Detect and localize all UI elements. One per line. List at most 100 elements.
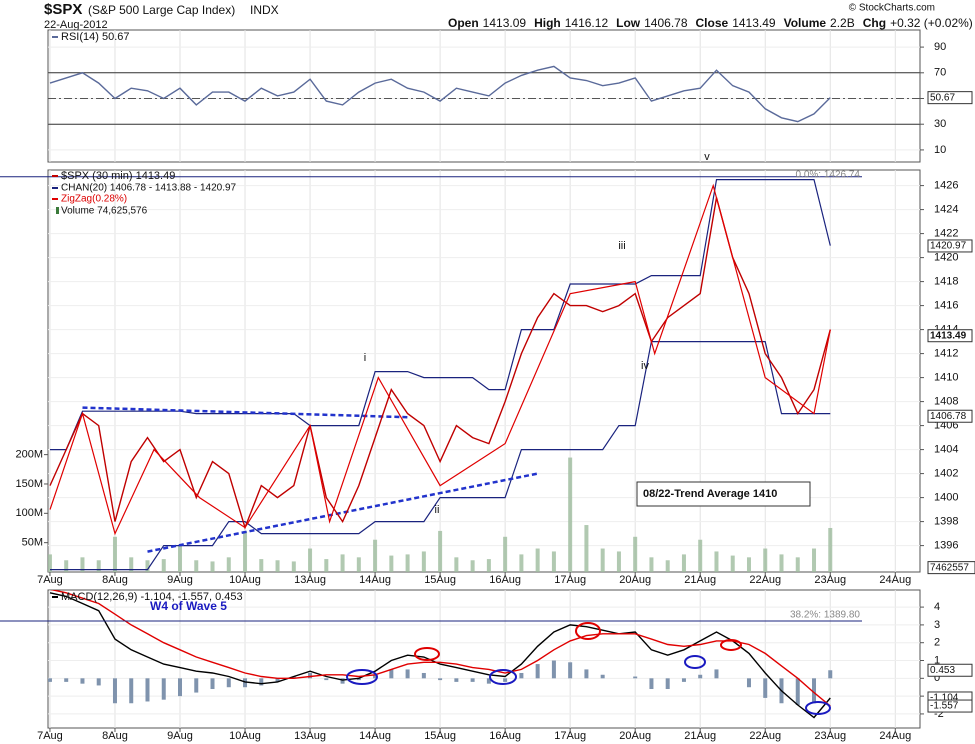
plot-area: 1030507090RSI(14) 50.6750.677Aug8Aug9Aug… bbox=[0, 29, 975, 742]
volume-bar bbox=[373, 539, 378, 572]
x-tick-label: 10Aug bbox=[229, 574, 261, 586]
quote-label: Close bbox=[696, 16, 729, 30]
volume-bar bbox=[519, 554, 524, 572]
circle bbox=[684, 655, 706, 669]
volume-bar bbox=[145, 560, 150, 572]
panel bbox=[47, 169, 921, 573]
y-tick-label: 1396 bbox=[934, 540, 958, 552]
quote-value: 1413.49 bbox=[732, 16, 776, 30]
histogram-bar bbox=[649, 678, 654, 690]
circle bbox=[805, 701, 831, 715]
histogram-bar bbox=[519, 672, 524, 679]
circle bbox=[720, 639, 742, 651]
last-value-label: 50.67 bbox=[930, 92, 955, 103]
credit: © StockCharts.com bbox=[849, 3, 935, 14]
legend-swatch bbox=[56, 207, 59, 214]
x-tick-label: 20Aug bbox=[619, 730, 651, 742]
x-tick-label: 14Aug bbox=[359, 574, 391, 586]
histogram-bar bbox=[80, 678, 85, 684]
fib-label: 0.0%: 1426.74 bbox=[796, 169, 861, 180]
y-tick-label: 90 bbox=[934, 41, 946, 53]
legend-label: Volume 74,625,576 bbox=[61, 206, 148, 217]
volume-bar bbox=[503, 536, 508, 572]
histogram-bar bbox=[210, 678, 215, 690]
histogram-bar bbox=[308, 672, 313, 679]
volume-bar bbox=[129, 557, 134, 572]
histogram-bar bbox=[698, 674, 703, 679]
x-tick-label: 7Aug bbox=[37, 574, 63, 586]
volume-tick-label: 150M bbox=[15, 478, 43, 490]
histogram-bar bbox=[112, 678, 117, 704]
x-tick-label: 23Aug bbox=[814, 730, 846, 742]
histogram-bar bbox=[828, 670, 833, 679]
y-tick-label: 1426 bbox=[934, 180, 958, 192]
quote-value: 2.2B bbox=[830, 16, 855, 30]
histogram-bar bbox=[421, 672, 426, 679]
y-tick-label: 30 bbox=[934, 118, 946, 130]
histogram-bar bbox=[551, 660, 556, 679]
histogram-bar bbox=[340, 678, 345, 684]
x-tick-label: 9Aug bbox=[167, 574, 193, 586]
volume-bar bbox=[421, 551, 426, 572]
volume-bar bbox=[259, 559, 264, 572]
volume-tick-label: 200M bbox=[15, 449, 43, 461]
histogram-bar bbox=[746, 678, 751, 688]
quote-label: Chg bbox=[863, 16, 886, 30]
x-tick-label: 16Aug bbox=[489, 574, 521, 586]
y-tick-label: 1420 bbox=[934, 252, 958, 264]
annotations: v iii i iv ii 08/22-Trend Average 1410 3… bbox=[0, 151, 862, 715]
last-value-box bbox=[927, 561, 975, 575]
legend-label: MACD(12,26,9) -1.104, -1.557, 0.453 bbox=[61, 591, 243, 603]
volume-bar bbox=[340, 554, 345, 572]
volume-bar bbox=[812, 548, 817, 572]
histogram-bar bbox=[161, 678, 166, 700]
series-line bbox=[49, 65, 831, 123]
x-tick-label: 17Aug bbox=[554, 574, 586, 586]
volume-bar bbox=[568, 457, 573, 572]
macd-note: W4 of Wave 5 bbox=[150, 599, 227, 613]
volume-bar bbox=[210, 561, 215, 572]
x-tick-label: 9Aug bbox=[167, 730, 193, 742]
wave-label: v bbox=[704, 151, 710, 163]
histogram-bar bbox=[259, 678, 264, 686]
legend-label: RSI(14) 50.67 bbox=[61, 31, 129, 43]
histogram-bar bbox=[584, 669, 589, 679]
volume-bar bbox=[438, 530, 443, 572]
quote-value: 1413.09 bbox=[483, 16, 527, 30]
histogram-bar bbox=[291, 676, 296, 679]
histogram-bar bbox=[812, 678, 817, 704]
histogram-bar bbox=[600, 674, 605, 679]
x-tick-label: 8Aug bbox=[102, 574, 128, 586]
histogram-bar bbox=[96, 678, 101, 686]
y-tick-label: 1410 bbox=[934, 372, 958, 384]
histogram-bar bbox=[48, 678, 52, 682]
last-value-box bbox=[927, 409, 973, 423]
volume-bar bbox=[356, 557, 361, 572]
last-value-label: 1413.49 bbox=[930, 330, 967, 341]
last-value-label: 1420.97 bbox=[930, 241, 967, 252]
histogram-bar bbox=[795, 678, 800, 706]
histogram-bar bbox=[178, 678, 183, 697]
histogram-bar bbox=[438, 678, 443, 681]
panel-content bbox=[48, 30, 920, 162]
symbol-name: (S&P 500 Large Cap Index) bbox=[88, 3, 235, 17]
x-tick-label: 23Aug bbox=[814, 574, 846, 586]
volume-bar bbox=[308, 548, 313, 572]
x-tick-label: 7Aug bbox=[37, 730, 63, 742]
histogram-bar bbox=[568, 662, 573, 679]
quote: Open 1413.09 High 1416.12 Low 1406.78 Close 141… bbox=[448, 16, 973, 30]
quote-value: +0.32 (+0.02%) bbox=[890, 16, 973, 30]
volume-bar bbox=[324, 559, 329, 572]
volume-bar bbox=[48, 554, 52, 572]
volume-bar bbox=[178, 545, 183, 572]
legend-label: ZigZag(0.28%) bbox=[61, 194, 127, 205]
last-value-label: -1.557 bbox=[930, 701, 959, 712]
volume-bar bbox=[291, 561, 296, 572]
volume-bar bbox=[486, 559, 491, 572]
histogram-bar bbox=[194, 678, 199, 693]
volume-bar bbox=[551, 551, 556, 572]
y-tick-label: 1416 bbox=[934, 300, 958, 312]
panel bbox=[47, 29, 921, 163]
volume-bar bbox=[795, 557, 800, 572]
